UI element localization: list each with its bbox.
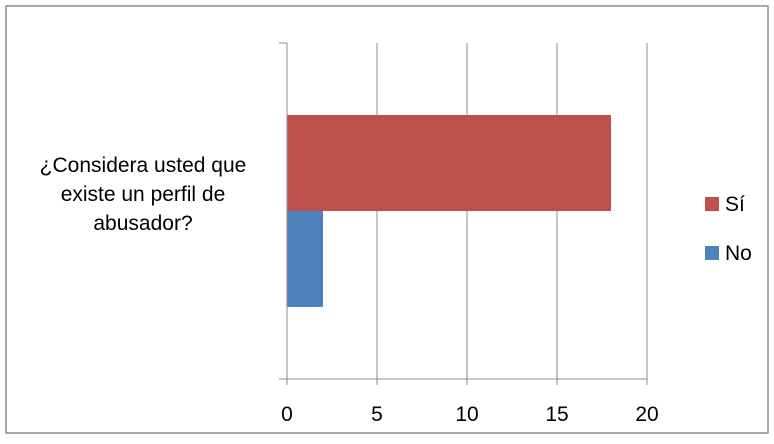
x-tick-label: 0 (281, 403, 293, 426)
category-label-line: abusador? (93, 212, 192, 235)
x-tick-label: 15 (545, 403, 568, 426)
x-tick-label: 10 (455, 403, 478, 426)
bar-sí (287, 115, 611, 211)
category-label: ¿Considera usted que existe un perfil de a… (40, 154, 247, 235)
legend-label-sí: Sí (725, 193, 745, 216)
legend-swatch-no (705, 246, 719, 260)
category-label-line: ¿Considera usted que (40, 154, 247, 177)
category-label-line: existe un perfil de (61, 183, 226, 206)
x-tick-label: 20 (635, 403, 658, 426)
bar-no (287, 211, 323, 307)
legend-swatch-sí (705, 197, 719, 211)
x-tick-label: 5 (371, 403, 383, 426)
chart-border (5, 5, 769, 434)
legend-label-no: No (725, 242, 752, 265)
